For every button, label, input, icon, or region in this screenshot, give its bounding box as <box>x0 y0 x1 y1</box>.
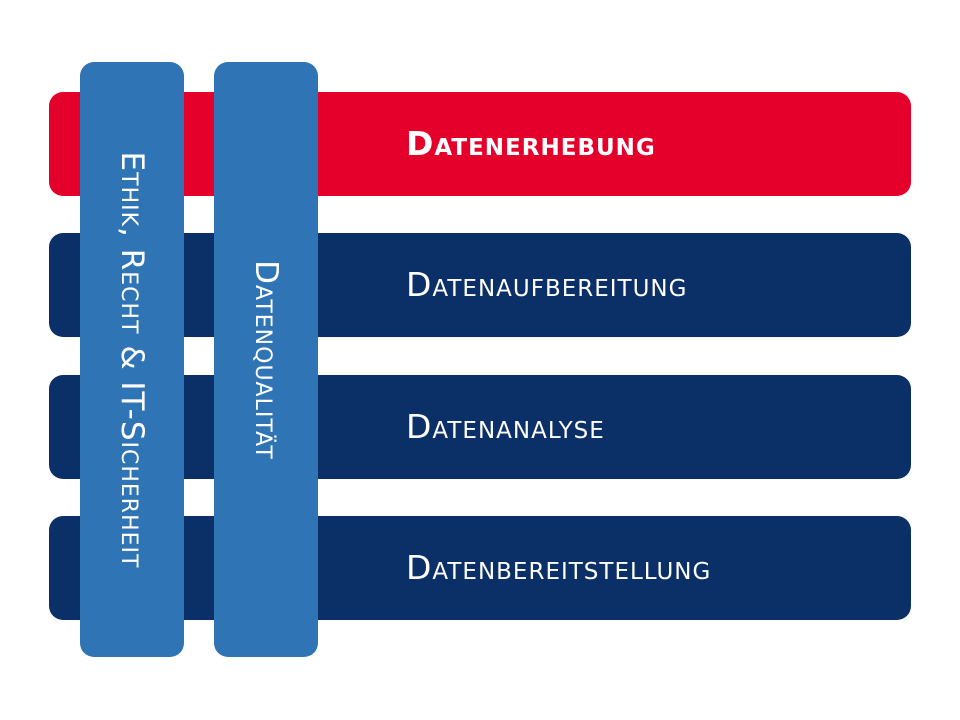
row-label: Datenanalyse <box>406 407 605 446</box>
row-datenaufbereitung: Datenaufbereitung <box>49 233 911 337</box>
row-label: Datenaufbereitung <box>406 265 688 304</box>
row-label: Datenbereitstellung <box>406 548 712 587</box>
row-datenbereitstellung: Datenbereitstellung <box>49 516 911 620</box>
row-datenerhebung: Datenerhebung <box>49 92 911 196</box>
pillar-label: Ethik, Recht & IT-Sicherheit <box>114 151 150 568</box>
row-label: Datenerhebung <box>406 124 656 163</box>
pillar-ethik-recht-it-sicherheit: Ethik, Recht & IT-Sicherheit <box>80 62 184 657</box>
row-datenanalyse: Datenanalyse <box>49 375 911 479</box>
pillar-datenqualitaet: Datenqualität <box>214 62 318 657</box>
pillar-label: Datenqualität <box>248 259 284 460</box>
